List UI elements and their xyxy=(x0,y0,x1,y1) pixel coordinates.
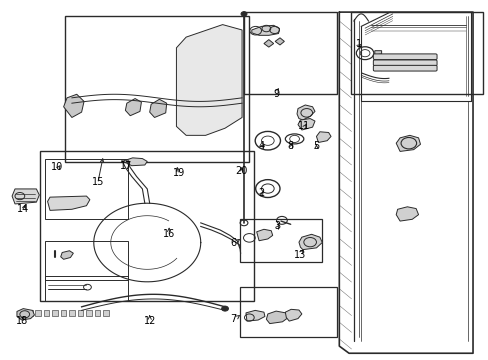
Polygon shape xyxy=(17,309,34,320)
Bar xyxy=(103,310,109,316)
Circle shape xyxy=(241,12,246,16)
Bar xyxy=(40,152,254,301)
Polygon shape xyxy=(149,99,166,117)
Polygon shape xyxy=(285,309,301,321)
Polygon shape xyxy=(63,94,84,117)
Bar xyxy=(69,310,75,316)
Text: 1: 1 xyxy=(355,39,361,49)
Polygon shape xyxy=(264,40,273,47)
Text: 17: 17 xyxy=(120,161,132,171)
Text: 13: 13 xyxy=(294,250,306,260)
FancyBboxPatch shape xyxy=(372,60,436,66)
Polygon shape xyxy=(245,310,264,321)
Text: 7: 7 xyxy=(230,314,237,324)
Polygon shape xyxy=(251,25,279,35)
Polygon shape xyxy=(12,189,39,204)
Bar xyxy=(45,241,127,280)
Text: 15: 15 xyxy=(91,177,103,187)
Text: 5: 5 xyxy=(313,141,319,151)
Bar xyxy=(27,310,32,316)
Bar xyxy=(35,310,41,316)
Text: 6: 6 xyxy=(230,238,236,248)
Polygon shape xyxy=(395,207,418,221)
Polygon shape xyxy=(374,51,381,55)
Polygon shape xyxy=(266,311,287,324)
Bar xyxy=(52,310,58,316)
Text: 12: 12 xyxy=(143,316,156,326)
Bar xyxy=(86,310,92,316)
Text: 4: 4 xyxy=(258,141,264,151)
Text: 19: 19 xyxy=(172,168,184,178)
Text: 11: 11 xyxy=(297,121,309,131)
Bar xyxy=(239,287,336,337)
Text: 8: 8 xyxy=(287,141,293,151)
Bar xyxy=(45,276,127,301)
Bar xyxy=(239,219,322,262)
Bar xyxy=(94,310,100,316)
Bar xyxy=(64,16,249,162)
Polygon shape xyxy=(297,118,314,130)
Polygon shape xyxy=(296,105,314,120)
Bar xyxy=(45,158,127,219)
Polygon shape xyxy=(256,229,272,241)
Polygon shape xyxy=(61,251,73,259)
Text: 20: 20 xyxy=(235,166,247,176)
Text: 9: 9 xyxy=(272,89,279,99)
Polygon shape xyxy=(275,38,284,45)
Bar xyxy=(78,310,83,316)
Text: 14: 14 xyxy=(17,203,29,213)
Text: 18: 18 xyxy=(16,316,28,326)
Polygon shape xyxy=(176,24,242,135)
Bar xyxy=(61,310,66,316)
Polygon shape xyxy=(122,158,147,166)
Polygon shape xyxy=(298,234,322,249)
Polygon shape xyxy=(47,196,90,210)
Text: 2: 2 xyxy=(258,188,264,198)
Text: 10: 10 xyxy=(51,162,63,172)
FancyBboxPatch shape xyxy=(372,65,436,71)
Circle shape xyxy=(221,306,228,311)
Bar xyxy=(244,12,336,94)
Text: 16: 16 xyxy=(163,229,175,239)
Bar xyxy=(43,310,49,316)
Polygon shape xyxy=(125,99,141,116)
Bar xyxy=(351,12,482,94)
Text: 3: 3 xyxy=(273,221,280,231)
FancyBboxPatch shape xyxy=(372,54,436,60)
Polygon shape xyxy=(316,132,330,143)
Polygon shape xyxy=(395,135,420,152)
